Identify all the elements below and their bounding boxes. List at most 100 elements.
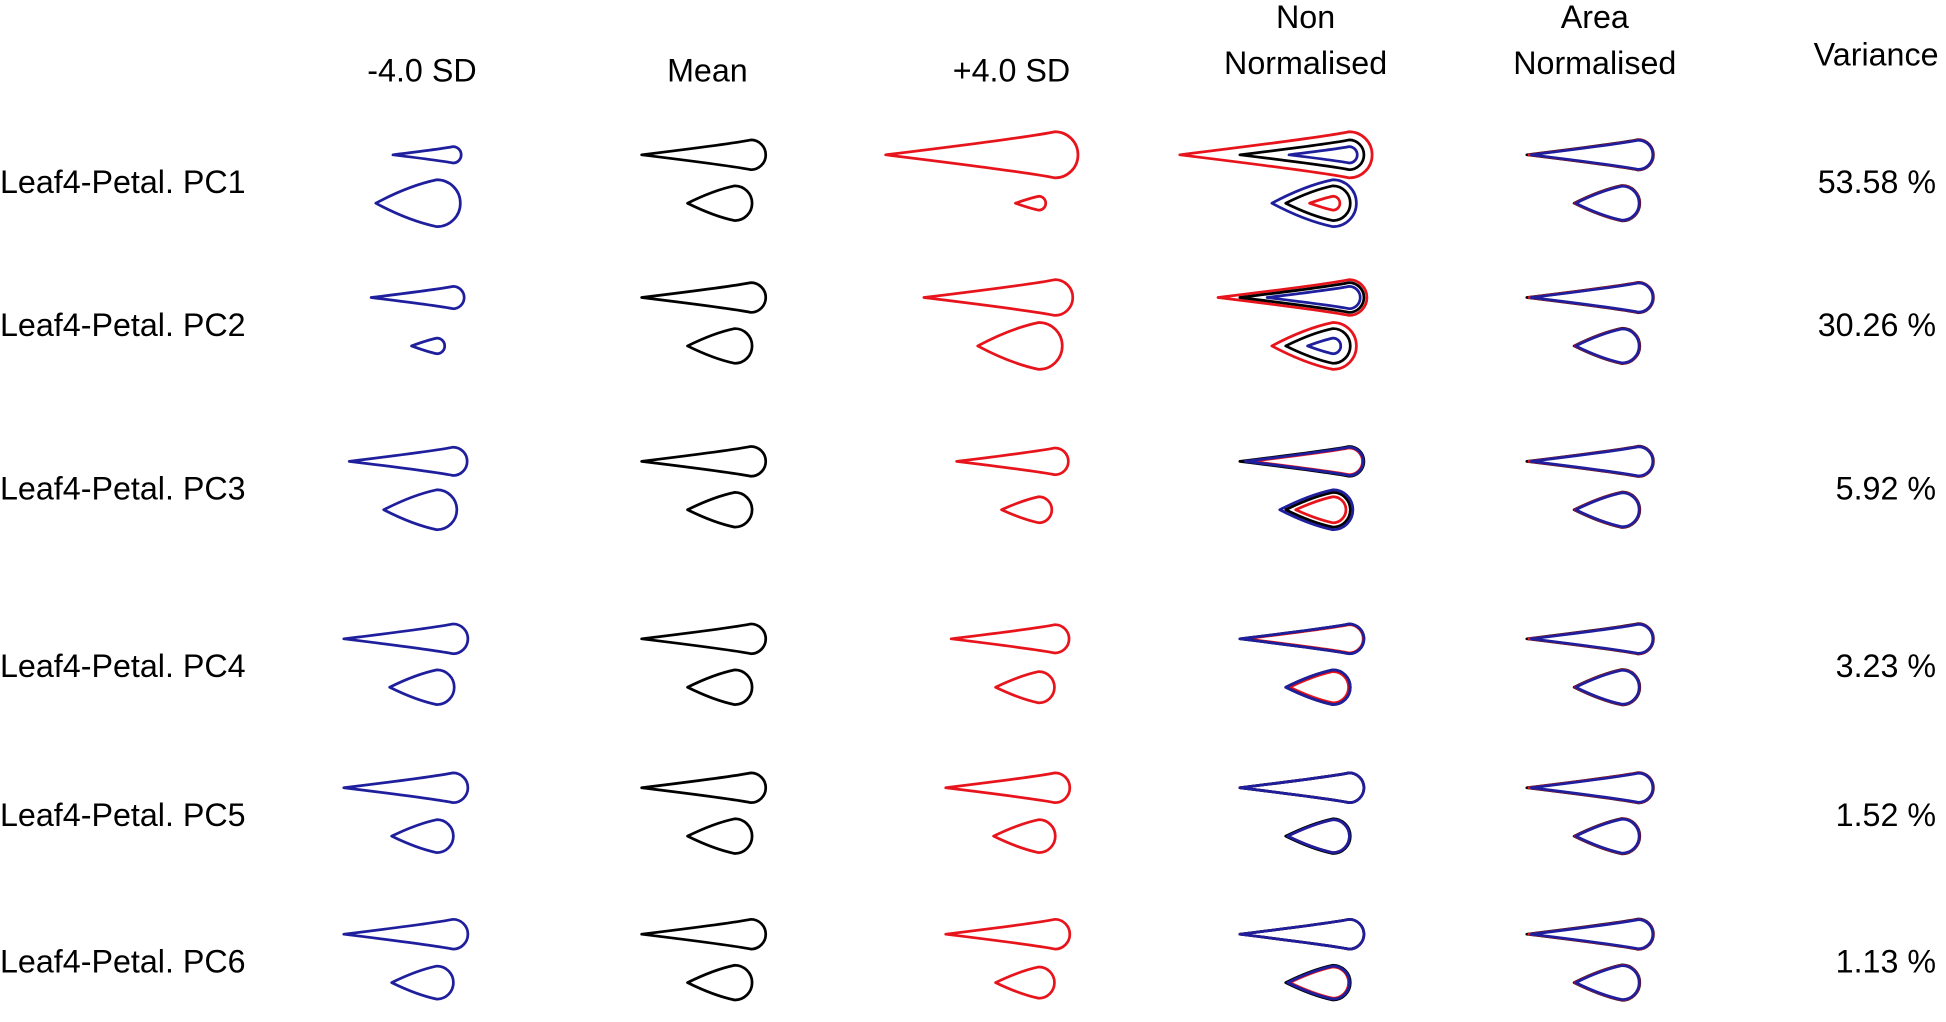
row-label: Leaf4-Petal. PC3 xyxy=(0,471,246,507)
petal-outline xyxy=(686,817,754,855)
leaf-outline xyxy=(1238,771,1366,805)
leaf-outline xyxy=(342,771,470,805)
column-header: Normalised xyxy=(1224,45,1387,81)
variance: 30.26 % xyxy=(1818,307,1936,343)
petal-outline xyxy=(686,327,754,365)
variance: 1.52 % xyxy=(1836,797,1936,833)
leaf-outline xyxy=(1238,771,1366,805)
leaf-outline xyxy=(1216,278,1369,317)
petal-outline xyxy=(382,488,459,532)
leaf-outline xyxy=(1525,771,1655,805)
row-label: Leaf4-Petal. PC6 xyxy=(0,944,246,980)
petal-outline xyxy=(1270,321,1358,371)
column-header: Non xyxy=(1276,0,1335,35)
leaf-outline xyxy=(342,917,470,951)
leaf-outline xyxy=(1527,622,1655,656)
leaf-outline xyxy=(369,285,466,311)
leaf-outline xyxy=(1529,445,1655,478)
leaf-outline xyxy=(1527,917,1655,951)
leaf-outline xyxy=(1529,918,1655,951)
leaf-outline xyxy=(1527,771,1655,805)
leaf-outline xyxy=(1238,281,1366,314)
column-header: Normalised xyxy=(1513,45,1676,81)
petal-outline xyxy=(1284,327,1352,365)
leaf-outline xyxy=(1243,623,1365,655)
petal-outline xyxy=(1574,327,1641,365)
leaf-outline xyxy=(1238,622,1366,656)
petal-outline xyxy=(390,818,455,855)
row-label: Leaf4-Petal. PC4 xyxy=(0,648,246,684)
leaf-outline xyxy=(944,917,1072,951)
petal-outline xyxy=(992,818,1057,855)
leaf-outline xyxy=(1529,622,1655,655)
leaf-outline xyxy=(1525,622,1655,656)
leaf-outline xyxy=(1525,138,1655,172)
column-header: +4.0 SD xyxy=(953,52,1070,88)
petal-outline xyxy=(1270,178,1358,229)
petal-outline xyxy=(1288,670,1350,705)
leaf-outline xyxy=(1527,138,1655,172)
leaf-outline xyxy=(347,445,469,477)
petal-outline xyxy=(994,965,1056,1000)
petal-outline xyxy=(976,321,1064,371)
petal-outline xyxy=(686,184,754,222)
petal-outline xyxy=(1308,194,1342,212)
petal-outline xyxy=(1288,965,1350,1000)
petal-outline xyxy=(1286,964,1351,1001)
leaf-outline xyxy=(1525,444,1655,478)
petal-outline xyxy=(1284,184,1352,222)
petal-outline xyxy=(1294,495,1348,525)
petal-outline xyxy=(1284,668,1352,706)
variance: 3.23 % xyxy=(1836,648,1936,684)
leaf-outline xyxy=(1527,281,1655,314)
petal-outline xyxy=(994,670,1056,705)
leaf-outline xyxy=(640,138,768,172)
petal-outline xyxy=(686,963,754,1002)
petal-outline xyxy=(1574,668,1641,706)
column-header: -4.0 SD xyxy=(367,52,476,88)
petal-outline xyxy=(1000,495,1054,525)
variance: 5.92 % xyxy=(1836,471,1936,507)
row-label: Leaf4-Petal. PC1 xyxy=(0,164,246,200)
leaf-outline xyxy=(1529,281,1655,314)
leaf-outline xyxy=(1238,917,1366,951)
variance: 1.13 % xyxy=(1836,944,1936,980)
petal-outline xyxy=(686,668,754,706)
petal-outline xyxy=(1014,194,1048,212)
petal-outline xyxy=(388,668,456,706)
leaf-outline xyxy=(640,622,768,656)
leaf-outline xyxy=(1527,445,1655,478)
petal-outline xyxy=(374,178,462,229)
leaf-outline xyxy=(1525,917,1655,951)
leaf-outline xyxy=(391,145,463,165)
petal-outline xyxy=(1574,491,1641,529)
leaf-outline xyxy=(640,917,768,951)
leaf-outline xyxy=(1529,138,1655,171)
leaf-outline xyxy=(884,130,1080,180)
leaf-outline xyxy=(955,446,1070,477)
leaf-outline xyxy=(1287,145,1359,165)
petal-outline xyxy=(1574,184,1641,222)
petal-outline xyxy=(390,964,455,1001)
petal-outline xyxy=(686,491,754,529)
leaf-outline xyxy=(640,445,768,478)
column-header: Area xyxy=(1561,0,1629,35)
leaf-outline xyxy=(922,278,1075,317)
petal-outline xyxy=(1574,964,1641,1001)
leaf-outline xyxy=(944,771,1072,805)
petal-outline xyxy=(1574,817,1641,855)
leaf-outline xyxy=(342,622,470,656)
leaf-outline xyxy=(1265,285,1362,311)
leaf-outline xyxy=(1178,130,1374,180)
column-header: Mean xyxy=(667,52,748,88)
leaf-outline xyxy=(640,771,768,805)
row-label: Leaf4-Petal. PC2 xyxy=(0,307,246,343)
petal-outline xyxy=(1286,818,1351,855)
leaf-outline xyxy=(1529,771,1655,804)
variance: 53.58 % xyxy=(1818,164,1936,200)
column-header: Variance xyxy=(1814,36,1939,72)
petal-outline xyxy=(1284,491,1352,529)
petal-outline xyxy=(1278,488,1355,532)
